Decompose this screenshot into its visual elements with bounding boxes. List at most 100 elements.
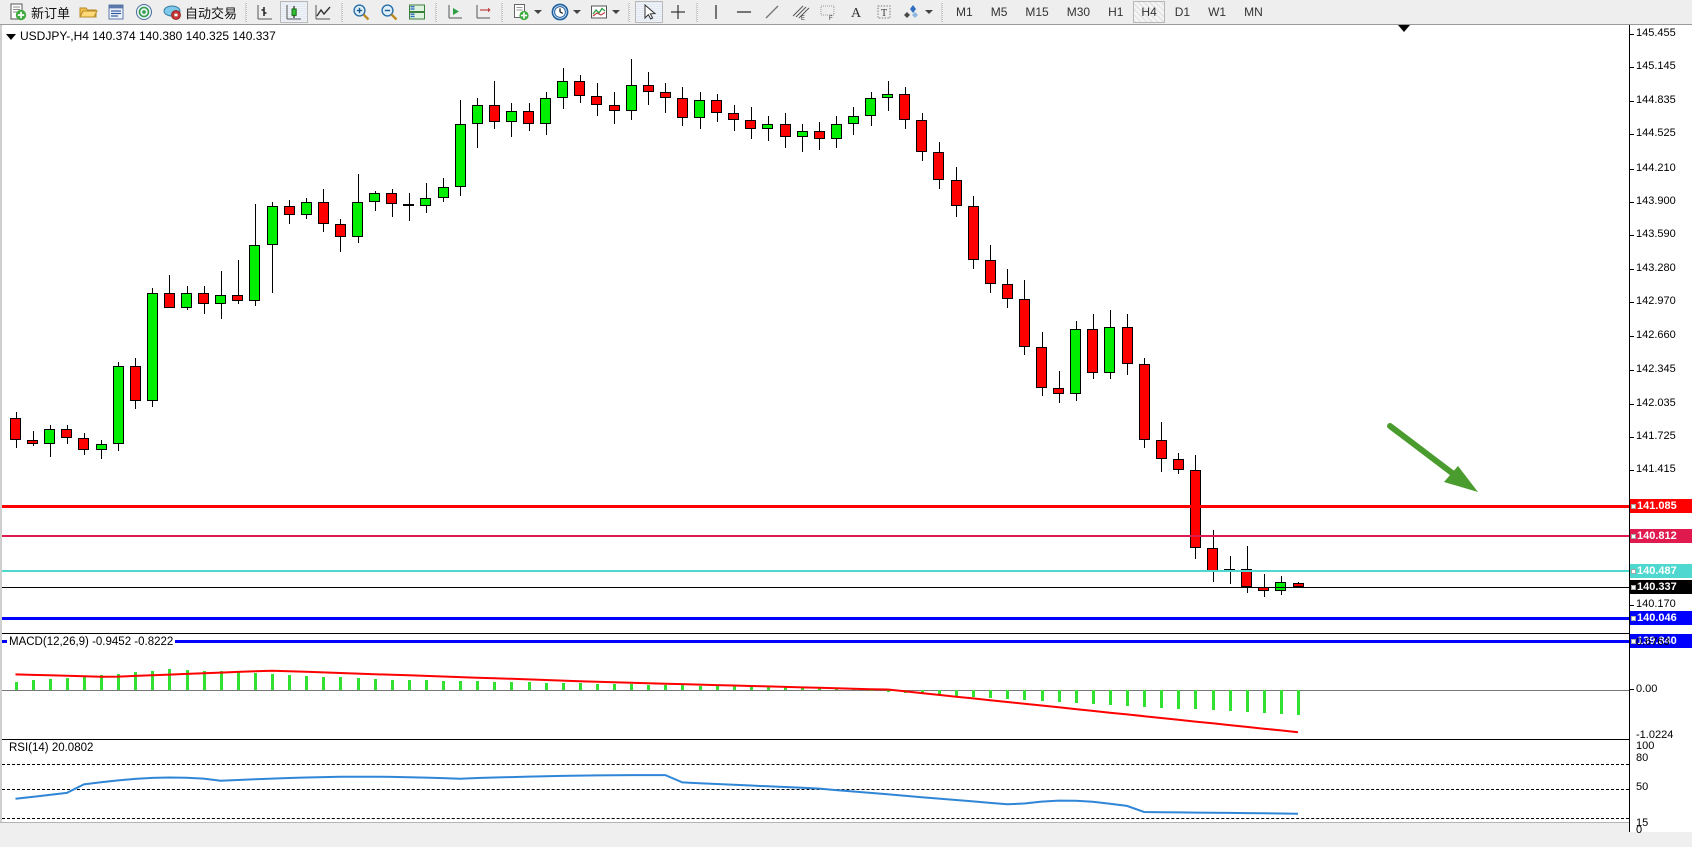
cursor-button[interactable]: [635, 1, 664, 23]
timeframe-d1[interactable]: D1: [1174, 5, 1191, 19]
macd-histogram-bar: [203, 670, 206, 690]
macd-histogram-bar: [1229, 690, 1232, 712]
timeframe-h1[interactable]: H1: [1108, 5, 1124, 19]
timeframe-h4[interactable]: H4: [1133, 1, 1165, 23]
fibonacci-button[interactable]: E: [787, 1, 813, 23]
resistance-line-2[interactable]: [2, 534, 1629, 537]
chevron-down-icon[interactable]: [612, 10, 621, 14]
text-button[interactable]: A: [843, 1, 869, 23]
chart-window[interactable]: USDJPY-,H4 140.374 140.380 140.325 140.3…: [0, 25, 1692, 847]
trendline-button[interactable]: [759, 1, 785, 23]
current-price-line-price-tag[interactable]: 140.337: [1630, 579, 1692, 594]
level-handle[interactable]: [1631, 568, 1636, 574]
hline-button[interactable]: [731, 1, 757, 23]
period-button[interactable]: [547, 1, 584, 23]
timeframe-mn[interactable]: MN: [1244, 5, 1263, 19]
axis-tick: [1630, 34, 1634, 35]
label-button[interactable]: T: [871, 1, 897, 23]
candle-bearish: [198, 292, 210, 304]
candle-bearish: [1121, 327, 1133, 365]
candle-bullish: [1070, 329, 1082, 395]
chart-shift-button[interactable]: [470, 1, 496, 23]
level-handle[interactable]: [1631, 533, 1636, 539]
candle-bullish: [830, 124, 842, 140]
candle-bearish: [61, 428, 73, 438]
candle-bearish: [283, 206, 295, 215]
candle-bullish: [540, 98, 552, 125]
equidistant-channel-button[interactable]: F: [815, 1, 841, 23]
level-handle[interactable]: [1631, 504, 1636, 510]
macd-zero-line: [2, 690, 1629, 691]
price-axis[interactable]: 145.455 145.145 144.835 144.525 144.210 143.9…: [1630, 25, 1692, 836]
new-order-button[interactable]: 新订单: [5, 1, 73, 23]
axis-tick-label: 144.525: [1636, 127, 1676, 140]
resistance-line-1[interactable]: [2, 505, 1629, 509]
shapes-button[interactable]: [899, 1, 936, 23]
zoom-in-button[interactable]: [348, 1, 374, 23]
macd-pane[interactable]: MACD(12,26,9) -0.9452 -0.8222: [2, 633, 1629, 739]
support-line-blue-2[interactable]: [2, 639, 1629, 643]
line-chart-button[interactable]: [310, 1, 336, 23]
cursor-icon: [639, 2, 659, 22]
candle-bearish: [813, 130, 825, 140]
vline-button[interactable]: [703, 1, 729, 23]
axis-tick: [1630, 335, 1634, 337]
candle-bearish: [1053, 387, 1065, 395]
level-handle[interactable]: [1631, 638, 1636, 644]
scroll-end-button[interactable]: [442, 1, 468, 23]
axis-tick-label: 141.415: [1636, 463, 1676, 476]
support-line-cyan-price-tag[interactable]: 140.487: [1630, 563, 1692, 578]
level-handle[interactable]: [1631, 616, 1636, 622]
axis-tick-label: 142.035: [1636, 396, 1676, 409]
current-price-line[interactable]: [2, 586, 1629, 588]
macd-histogram-bar: [100, 674, 103, 690]
timeframe-m5[interactable]: M5: [990, 5, 1008, 19]
new-order-label: 新订单: [31, 6, 71, 22]
folder-button[interactable]: [75, 1, 101, 23]
rsi-pane[interactable]: RSI(14) 20.0802: [2, 739, 1629, 832]
candle-bearish: [1001, 284, 1013, 300]
resistance-line-1-price-tag[interactable]: 141.085: [1630, 499, 1692, 514]
template-button[interactable]: [508, 1, 545, 23]
candle-bearish: [967, 206, 979, 261]
candle-wick: [802, 124, 803, 153]
support-line-blue-1-price-tag[interactable]: 140.046: [1630, 611, 1692, 626]
candle-wick: [33, 431, 34, 447]
candle-bullish: [1104, 327, 1116, 373]
toolbar-separator: [435, 2, 438, 22]
price-pane[interactable]: [2, 25, 1629, 643]
support-line-blue-1[interactable]: [2, 617, 1629, 621]
macd-histogram-bar: [493, 681, 496, 690]
support-line-blue-2-price-tag[interactable]: 139.840: [1630, 633, 1692, 648]
chevron-down-icon[interactable]: [573, 10, 582, 14]
support-line-cyan[interactable]: [2, 569, 1629, 572]
macd-histogram-bar: [562, 683, 565, 690]
crosshair-button[interactable]: [665, 1, 691, 23]
candlestick-chart-button[interactable]: [280, 1, 309, 23]
candle-bearish: [1087, 329, 1099, 373]
resistance-line-2-price-tag[interactable]: 140.812: [1630, 528, 1692, 543]
chevron-down-icon[interactable]: [925, 10, 934, 14]
market-watch-button[interactable]: [404, 1, 430, 23]
chart-menu-triangle-icon[interactable]: [6, 33, 16, 40]
level-handle[interactable]: [1631, 584, 1636, 590]
timeframe-w1[interactable]: W1: [1208, 5, 1227, 19]
axis-tick: [1630, 436, 1634, 438]
navigator-button[interactable]: [131, 1, 157, 23]
zoom-out-button[interactable]: [376, 1, 402, 23]
candle-bearish: [899, 93, 911, 120]
candle-bearish: [676, 98, 688, 118]
timeframe-m15[interactable]: M15: [1025, 5, 1049, 19]
indicator-button[interactable]: [586, 1, 623, 23]
macd-histogram-bar: [476, 681, 479, 690]
bar-chart-button[interactable]: [252, 1, 278, 23]
candle-bearish: [1138, 364, 1150, 440]
candle-bearish: [1189, 469, 1201, 548]
expert-advisor-button[interactable]: 自动交易: [159, 1, 240, 23]
indicator-icon: [589, 2, 609, 22]
timeframe-m1[interactable]: M1: [956, 5, 973, 19]
timeframe-m30[interactable]: M30: [1066, 5, 1091, 19]
chevron-down-icon[interactable]: [534, 10, 543, 14]
price-axis-separator: [1629, 25, 1630, 832]
data-window-button[interactable]: [103, 1, 129, 23]
